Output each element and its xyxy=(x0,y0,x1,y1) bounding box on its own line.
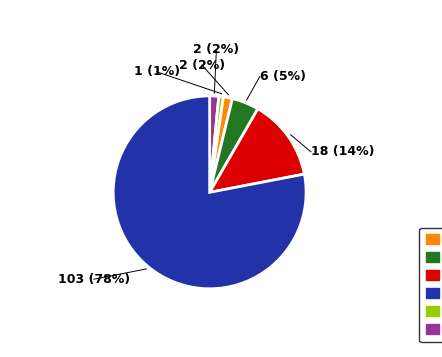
Text: 103 (78%): 103 (78%) xyxy=(58,273,130,286)
Text: 1 (1%): 1 (1%) xyxy=(133,65,179,78)
Text: 2 (2%): 2 (2%) xyxy=(179,59,225,71)
Wedge shape xyxy=(210,99,258,192)
Wedge shape xyxy=(210,109,305,192)
Legend: Sergent d'état-major, Sergent, Caporal, Gendarme, Autre, Inconnu: Sergent d'état-major, Sergent, Caporal, … xyxy=(419,228,442,342)
Wedge shape xyxy=(210,96,223,192)
Text: 2 (2%): 2 (2%) xyxy=(193,43,240,56)
Wedge shape xyxy=(210,97,232,192)
Wedge shape xyxy=(113,96,306,289)
Wedge shape xyxy=(210,96,219,192)
Text: 18 (14%): 18 (14%) xyxy=(311,145,374,159)
Text: 6 (5%): 6 (5%) xyxy=(260,70,306,83)
